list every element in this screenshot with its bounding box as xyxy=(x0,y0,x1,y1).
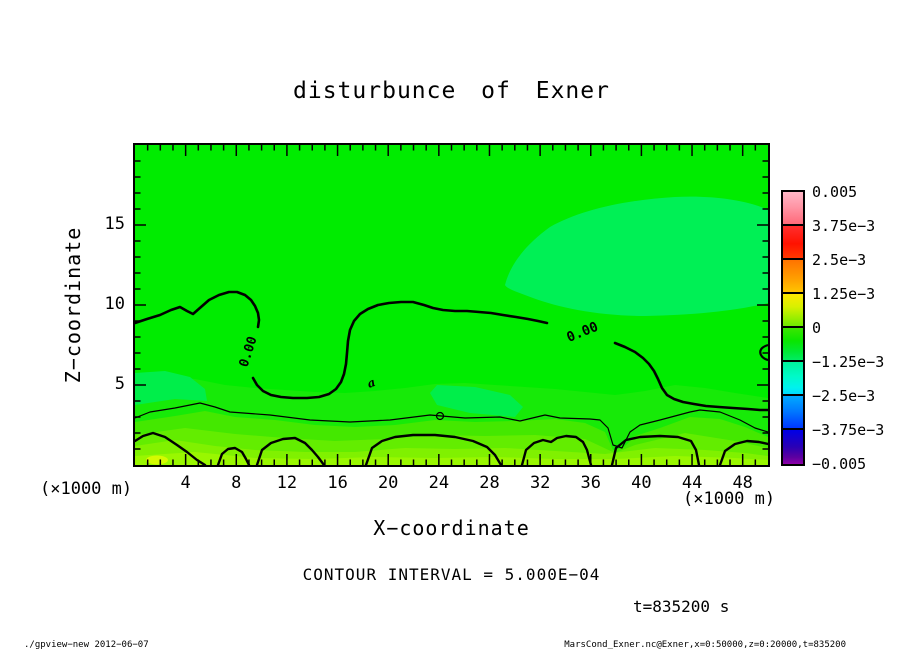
footer-tool-date: ./gpview−new 2012−06−07 xyxy=(24,640,149,650)
colorbar-segment xyxy=(783,396,803,430)
axis-tick-marks xyxy=(135,145,768,465)
x-tick-label: 8 xyxy=(231,473,242,493)
colorbar-segment xyxy=(783,430,803,464)
band-level4 xyxy=(135,452,768,465)
x-axis-unit: (×1000 m) xyxy=(683,489,776,509)
colorbar-tick-label: −3.75e−3 xyxy=(812,421,885,439)
zero-contour-seg-c xyxy=(613,341,768,412)
plot-title: disturbunce of Exner xyxy=(293,78,610,104)
x-tick-label: 4 xyxy=(180,473,191,493)
x-tick-label: 16 xyxy=(327,473,348,493)
contour-interval-note: CONTOUR INTERVAL = 5.000E−04 xyxy=(302,565,601,584)
x-tick-label: 48 xyxy=(732,473,753,493)
x-tick-label: 36 xyxy=(580,473,602,493)
mint-pocket-mid xyxy=(430,385,523,417)
surface-max-spot xyxy=(146,455,168,465)
x-tick-label: 28 xyxy=(479,473,500,493)
y-tick-label: 15 xyxy=(104,214,125,234)
x-tick-label: 32 xyxy=(529,473,551,493)
colorbar-segment xyxy=(783,362,803,396)
thin-contour-loop xyxy=(435,411,445,421)
y-axis-unit: (×1000 m) xyxy=(40,479,133,499)
x-tick-label: 40 xyxy=(631,473,652,493)
colorbar-tick-label: 1.25e−3 xyxy=(812,285,876,303)
colorbar-tick-label: 0.005 xyxy=(812,183,858,201)
colorbar-segment xyxy=(783,192,803,226)
colorbar-tick-label: −0.005 xyxy=(812,455,867,473)
y-tick-label: 10 xyxy=(104,294,125,314)
zero-contour-edge-loop xyxy=(759,343,768,362)
x-tick-label: 20 xyxy=(377,473,399,493)
colorbar-segment xyxy=(783,260,803,294)
time-stamp-label: t=835200 s xyxy=(633,597,730,616)
thin-contour-line xyxy=(135,402,768,449)
y-axis-title: Z−coordinate xyxy=(61,226,85,384)
colorbar-tick-label: 2.5e−3 xyxy=(812,251,867,269)
negative-anomaly-patch xyxy=(505,196,768,316)
footer-source-info: MarsCond_Exner.nc@Exner,x=0:50000,z=0:20… xyxy=(564,640,846,650)
surface-bump-contours xyxy=(135,431,768,465)
contour-plot-canvas: 0.00 0.00 a xyxy=(135,145,768,465)
colorbar-segment xyxy=(783,226,803,260)
x-tick-label: 24 xyxy=(428,473,450,493)
x-axis-title: X−coordinate xyxy=(373,516,530,540)
colorbar-tick-label: −1.25e−3 xyxy=(812,353,885,371)
colorbar-tick-label: 0 xyxy=(812,319,822,337)
colorbar-segment xyxy=(783,294,803,328)
colorbar-segment xyxy=(783,328,803,362)
zero-contour-seg-a xyxy=(135,290,261,329)
zero-contour-seg-b xyxy=(251,300,549,400)
colorbar xyxy=(781,190,805,466)
y-tick-label: 5 xyxy=(114,374,125,394)
plot-frame xyxy=(133,143,770,467)
x-tick-label: 44 xyxy=(681,473,703,493)
colorbar-tick-label: 3.75e−3 xyxy=(812,217,876,235)
colorbar-tick-label: −2.5e−3 xyxy=(812,387,876,405)
mint-pocket-left xyxy=(135,371,207,405)
x-tick-label: 12 xyxy=(276,473,298,493)
